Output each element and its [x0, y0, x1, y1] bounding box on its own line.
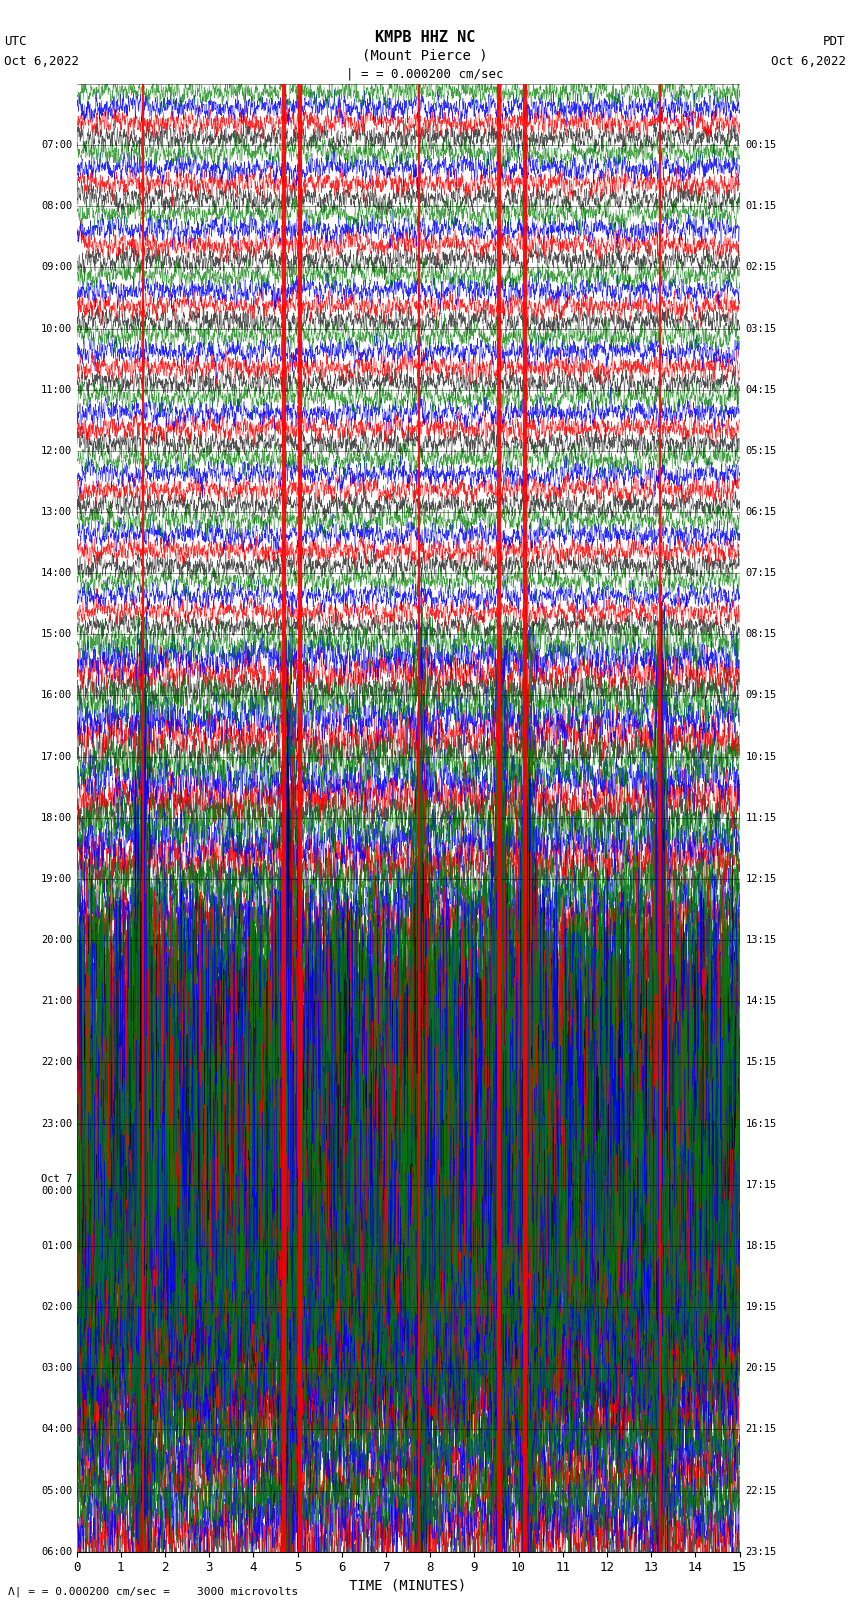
Text: KMPB HHZ NC: KMPB HHZ NC: [375, 31, 475, 45]
Text: 03:00: 03:00: [41, 1363, 72, 1373]
Text: 05:00: 05:00: [41, 1486, 72, 1495]
Text: 14:00: 14:00: [41, 568, 72, 577]
Text: Oct 7
00:00: Oct 7 00:00: [41, 1174, 72, 1195]
Text: | = = 0.000200 cm/sec: | = = 0.000200 cm/sec: [346, 68, 504, 81]
Text: 04:00: 04:00: [41, 1424, 72, 1434]
Text: 22:00: 22:00: [41, 1058, 72, 1068]
Text: Oct 6,2022: Oct 6,2022: [771, 55, 846, 68]
Text: 01:15: 01:15: [745, 202, 777, 211]
Text: 20:00: 20:00: [41, 936, 72, 945]
X-axis label: TIME (MINUTES): TIME (MINUTES): [349, 1579, 467, 1592]
Text: UTC: UTC: [4, 35, 26, 48]
Text: 02:00: 02:00: [41, 1302, 72, 1311]
Text: 07:00: 07:00: [41, 140, 72, 150]
Text: 20:15: 20:15: [745, 1363, 777, 1373]
Text: 12:00: 12:00: [41, 445, 72, 456]
Text: 10:15: 10:15: [745, 752, 777, 761]
Text: 18:15: 18:15: [745, 1240, 777, 1252]
Text: 15:00: 15:00: [41, 629, 72, 639]
Text: 08:15: 08:15: [745, 629, 777, 639]
Text: 08:00: 08:00: [41, 202, 72, 211]
Text: 23:15: 23:15: [745, 1547, 777, 1557]
Text: PDT: PDT: [824, 35, 846, 48]
Text: 01:00: 01:00: [41, 1240, 72, 1252]
Text: 03:15: 03:15: [745, 324, 777, 334]
Text: 13:15: 13:15: [745, 936, 777, 945]
Text: 10:00: 10:00: [41, 324, 72, 334]
Text: 14:15: 14:15: [745, 997, 777, 1007]
Text: 04:15: 04:15: [745, 384, 777, 395]
Text: 05:15: 05:15: [745, 445, 777, 456]
Text: 21:00: 21:00: [41, 997, 72, 1007]
Text: 09:00: 09:00: [41, 263, 72, 273]
Text: 16:00: 16:00: [41, 690, 72, 700]
Text: 06:00: 06:00: [41, 1547, 72, 1557]
Text: Oct 6,2022: Oct 6,2022: [4, 55, 79, 68]
Text: Λ| = = 0.000200 cm/sec =    3000 microvolts: Λ| = = 0.000200 cm/sec = 3000 microvolts: [8, 1586, 298, 1597]
Text: (Mount Pierce ): (Mount Pierce ): [362, 48, 488, 63]
Text: 13:00: 13:00: [41, 506, 72, 518]
Text: 19:00: 19:00: [41, 874, 72, 884]
Text: 23:00: 23:00: [41, 1118, 72, 1129]
Text: 16:15: 16:15: [745, 1118, 777, 1129]
Text: 19:15: 19:15: [745, 1302, 777, 1311]
Text: 00:15: 00:15: [745, 140, 777, 150]
Text: 21:15: 21:15: [745, 1424, 777, 1434]
Text: 12:15: 12:15: [745, 874, 777, 884]
Text: 17:15: 17:15: [745, 1179, 777, 1190]
Text: 17:00: 17:00: [41, 752, 72, 761]
Text: 15:15: 15:15: [745, 1058, 777, 1068]
Text: 07:15: 07:15: [745, 568, 777, 577]
Text: 11:00: 11:00: [41, 384, 72, 395]
Text: 02:15: 02:15: [745, 263, 777, 273]
Text: 18:00: 18:00: [41, 813, 72, 823]
Text: 22:15: 22:15: [745, 1486, 777, 1495]
Text: 11:15: 11:15: [745, 813, 777, 823]
Text: 06:15: 06:15: [745, 506, 777, 518]
Text: 09:15: 09:15: [745, 690, 777, 700]
